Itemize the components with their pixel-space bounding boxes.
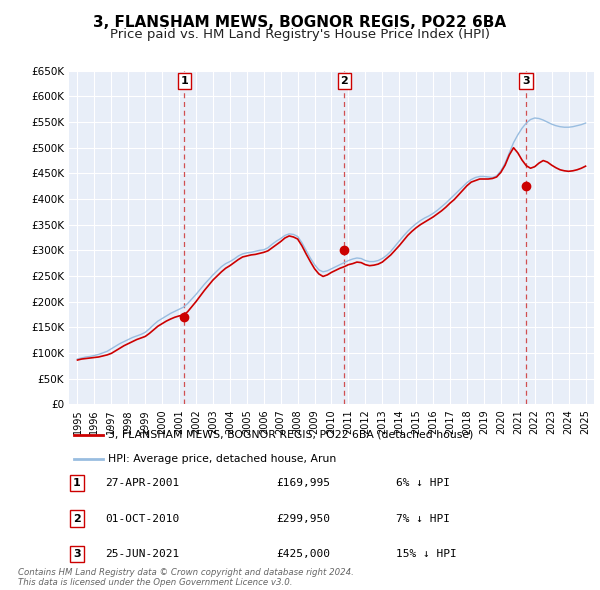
- Text: 3, FLANSHAM MEWS, BOGNOR REGIS, PO22 6BA (detached house): 3, FLANSHAM MEWS, BOGNOR REGIS, PO22 6BA…: [109, 430, 474, 440]
- Text: 3: 3: [73, 549, 80, 559]
- Text: £299,950: £299,950: [276, 514, 330, 523]
- Text: 7% ↓ HPI: 7% ↓ HPI: [396, 514, 450, 523]
- Text: 3, FLANSHAM MEWS, BOGNOR REGIS, PO22 6BA: 3, FLANSHAM MEWS, BOGNOR REGIS, PO22 6BA: [94, 15, 506, 30]
- Text: 27-APR-2001: 27-APR-2001: [105, 478, 179, 488]
- Text: Contains HM Land Registry data © Crown copyright and database right 2024.
This d: Contains HM Land Registry data © Crown c…: [18, 568, 354, 587]
- Text: £425,000: £425,000: [276, 549, 330, 559]
- Text: 6% ↓ HPI: 6% ↓ HPI: [396, 478, 450, 488]
- Text: 1: 1: [73, 478, 80, 488]
- Text: 25-JUN-2021: 25-JUN-2021: [105, 549, 179, 559]
- Text: 2: 2: [73, 514, 80, 523]
- Text: £169,995: £169,995: [276, 478, 330, 488]
- Text: 15% ↓ HPI: 15% ↓ HPI: [396, 549, 457, 559]
- Text: 2: 2: [340, 76, 348, 86]
- Text: 01-OCT-2010: 01-OCT-2010: [105, 514, 179, 523]
- Text: HPI: Average price, detached house, Arun: HPI: Average price, detached house, Arun: [109, 454, 337, 464]
- Text: 3: 3: [522, 76, 530, 86]
- Text: Price paid vs. HM Land Registry's House Price Index (HPI): Price paid vs. HM Land Registry's House …: [110, 28, 490, 41]
- Text: 1: 1: [181, 76, 188, 86]
